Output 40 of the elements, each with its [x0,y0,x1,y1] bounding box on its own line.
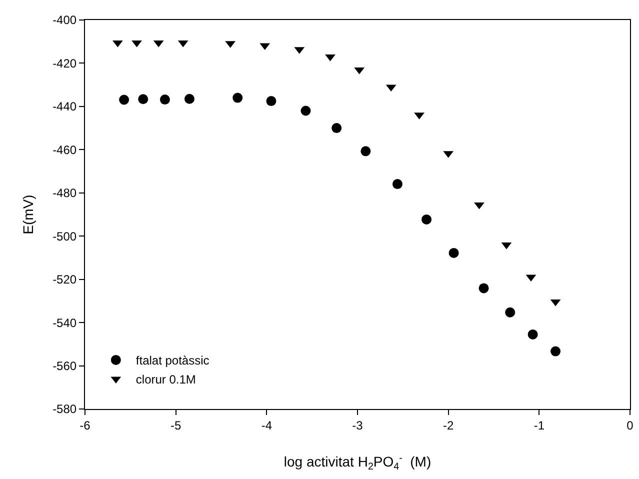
y-tick-label: -520 [52,272,77,287]
point [160,94,170,105]
x-tick-label: -1 [534,418,545,432]
y-tick-label: -440 [52,100,77,114]
point [392,179,402,190]
point [528,329,538,340]
y-tick-label: -540 [52,316,77,330]
point [138,94,148,104]
point [266,96,276,106]
x-tick-label: -6 [80,418,91,432]
x-tick-label: -3 [352,418,364,432]
point [360,146,371,156]
point [112,40,123,48]
point [448,248,459,258]
point [184,94,194,104]
point [325,54,336,62]
y-tick-label: -480 [52,186,77,200]
point [119,94,130,105]
point [478,283,489,294]
point [232,92,243,103]
y-tick-label: -420 [52,56,77,70]
x-axis-title: log activitat H$_{2}$PO$_{4}$$^{-}$ (M) [284,452,432,473]
point [332,123,342,134]
y-tick-label: -580 [52,402,77,416]
x-tick-label: -2 [442,418,454,432]
y-axis-title: E(mV) [20,194,36,234]
point [132,40,142,48]
y-tick-label: -460 [52,142,77,157]
point [422,214,432,224]
x-tick-label: -4 [261,418,272,432]
y-tick-label: -560 [52,358,77,373]
x-tick-label: -5 [170,418,182,432]
x-tick-label: 0 [626,418,634,432]
y-tick-label: -400 [52,13,77,28]
legend-label: ftalat potàssic [136,354,210,368]
point [300,106,311,116]
y-tick-label: -500 [52,229,77,244]
point [505,307,516,318]
legend-label: clorur 0.1M [136,372,196,387]
point [550,346,561,356]
